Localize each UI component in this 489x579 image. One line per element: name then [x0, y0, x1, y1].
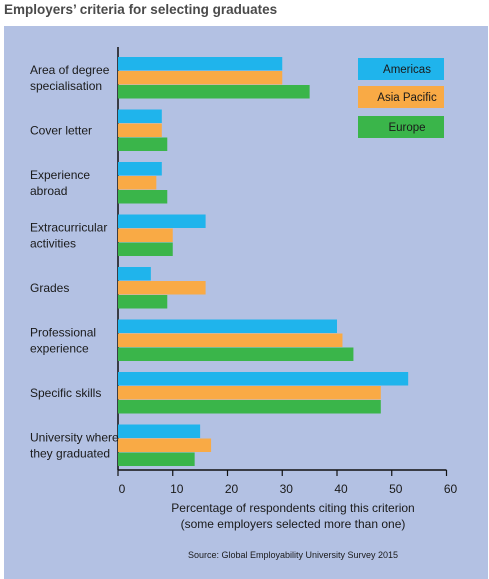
category-label-5-0: Professional	[30, 325, 96, 339]
bar-europe-6	[118, 400, 381, 414]
x-tick-label-30: 30	[280, 482, 294, 496]
bar-asia-pacific-2	[118, 176, 157, 190]
bar-americas-2	[118, 162, 162, 176]
bar-americas-3	[118, 214, 206, 228]
legend-label-2: Europe	[388, 122, 425, 134]
bar-americas-4	[118, 267, 151, 281]
bar-europe-1	[118, 137, 168, 151]
category-label-6-0: Specific skills	[30, 386, 101, 400]
bar-americas-5	[118, 319, 337, 333]
bar-asia-pacific-7	[118, 438, 212, 452]
legend-swatch-2	[358, 116, 444, 138]
bar-europe-2	[118, 190, 168, 204]
page-title: Employers’ criteria for selecting gradua…	[4, 2, 278, 17]
x-tick-label-40: 40	[334, 482, 348, 496]
bar-europe-3	[118, 242, 173, 256]
x-tick-label-60: 60	[444, 482, 458, 496]
bar-americas-7	[118, 424, 201, 438]
x-axis-label-0: Percentage of respondents citing this cr…	[171, 501, 414, 515]
category-label-2-1: abroad	[30, 184, 67, 198]
legend-label-0: Americas	[383, 64, 431, 76]
x-tick-label-10: 10	[170, 482, 184, 496]
category-label-4-0: Grades	[30, 281, 69, 295]
category-label-7-0: University where	[30, 430, 119, 444]
category-label-5-1: experience	[30, 341, 89, 355]
bar-asia-pacific-5	[118, 333, 343, 347]
legend-swatch-1	[358, 86, 444, 108]
bar-asia-pacific-0	[118, 71, 283, 85]
bar-asia-pacific-4	[118, 281, 206, 295]
category-label-2-0: Experience	[30, 168, 90, 182]
category-label-0-1: specialisation	[30, 79, 102, 93]
bar-asia-pacific-3	[118, 228, 173, 242]
bar-europe-5	[118, 347, 354, 361]
x-tick-label-20: 20	[225, 482, 239, 496]
bar-americas-0	[118, 57, 283, 71]
bar-americas-1	[118, 109, 162, 123]
source-note: Source: Global Employability University …	[188, 550, 398, 560]
category-label-0-0: Area of degree	[30, 63, 110, 77]
x-tick-label-50: 50	[389, 482, 403, 496]
category-label-1-0: Cover letter	[30, 123, 92, 137]
bar-europe-7	[118, 452, 195, 466]
legend-swatch-0	[358, 58, 444, 80]
bar-europe-0	[118, 85, 310, 99]
bar-europe-4	[118, 295, 168, 309]
legend-label-1: Asia Pacific	[377, 92, 437, 104]
x-axis-label-1: (some employers selected more than one)	[181, 517, 406, 531]
bar-asia-pacific-6	[118, 386, 381, 400]
category-label-3-0: Extracurricular	[30, 220, 107, 234]
bar-asia-pacific-1	[118, 123, 162, 137]
x-tick-label-0: 0	[119, 482, 126, 496]
category-label-3-1: activities	[30, 236, 76, 250]
bar-americas-6	[118, 372, 409, 386]
category-label-7-1: they graduated	[30, 446, 110, 460]
